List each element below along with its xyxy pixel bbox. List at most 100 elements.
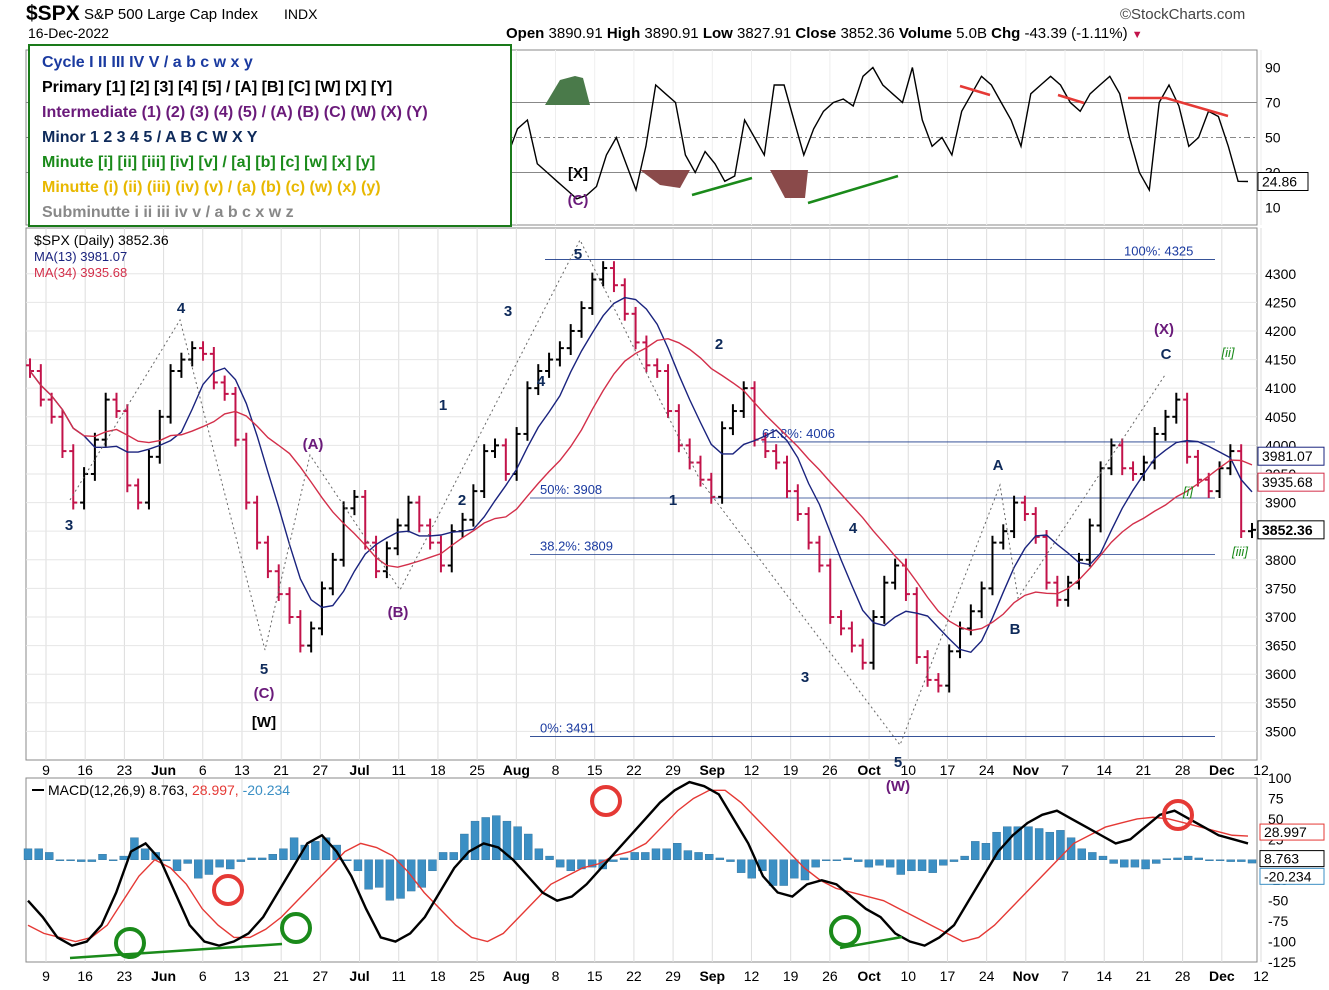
macd-legend-value: MACD(12,26,9) <box>48 782 149 798</box>
low-value: 3827.91 <box>737 25 792 42</box>
wave-label: [iii] <box>1231 544 1248 559</box>
macd-x-tick-label: 27 <box>313 968 329 984</box>
macd-legend-value: -20.234 <box>243 782 291 798</box>
wave-legend-row: Cycle I II III IV V / a b c w x y <box>42 54 253 71</box>
ohlc-bar <box>209 346 218 390</box>
ohlc-bar <box>317 581 326 636</box>
wave-path-line <box>69 238 1166 747</box>
macd-histogram-bar <box>875 859 884 866</box>
rsi-divergence-line <box>1128 96 1229 118</box>
macd-histogram-bar <box>1215 859 1225 861</box>
ohlc-bar <box>47 392 56 424</box>
macd-histogram-bar <box>1013 826 1023 860</box>
macd-divergence-line <box>69 942 283 960</box>
price-x-tick-label: 9 <box>42 762 50 778</box>
price-panel <box>25 227 1258 761</box>
ohlc-bar <box>642 335 651 373</box>
macd-histogram-bar <box>417 859 427 888</box>
macd-x-tick-label: 25 <box>469 968 485 984</box>
macd-histogram-bar <box>524 833 533 860</box>
ohlc-bar <box>523 381 532 441</box>
ohlc-bar <box>1074 552 1083 590</box>
ohlc-bar <box>469 484 478 527</box>
macd-histogram-bar <box>247 857 256 860</box>
macd-histogram-bar <box>1120 859 1129 868</box>
macd-last-value: 8.763 <box>1264 851 1299 867</box>
price-y-tick-label: 3600 <box>1265 666 1296 682</box>
price-y-tick-label: 4250 <box>1265 294 1296 310</box>
ohlc-bar <box>718 421 727 504</box>
macd-histogram-bar <box>555 859 565 868</box>
macd-histogram-bar <box>609 859 618 862</box>
price-y-tick-label: 3500 <box>1265 723 1296 739</box>
brand-logo[interactable]: ©StockCharts.com <box>1120 6 1246 23</box>
ohlc-bar <box>350 489 359 516</box>
macd-histogram-bar <box>1205 859 1214 861</box>
ohlc-bar <box>653 358 662 378</box>
ma13-line <box>29 296 1253 654</box>
macd-histogram-bar <box>1045 831 1054 860</box>
macd-histogram-bar <box>428 859 437 872</box>
ohlc-bar <box>426 518 435 550</box>
ohlc-bar <box>761 432 770 458</box>
macd-crossover-marker <box>114 927 146 959</box>
ohlc-bar <box>1237 444 1246 539</box>
ohlc-bar <box>58 409 67 458</box>
price-y-tick-label: 4200 <box>1265 323 1296 339</box>
ohlc-bar <box>696 455 705 487</box>
macd-histogram-bar <box>971 841 980 860</box>
macd-histogram-bar <box>981 843 991 860</box>
price-x-tick-label: 10 <box>900 762 916 778</box>
wave-label: 2 <box>715 336 723 353</box>
macd-histogram-bar <box>1109 859 1118 864</box>
macd-legend: MACD(12,26,9) 8.763, 28.997, -20.234 <box>48 782 290 798</box>
rsi-oversold-fill <box>640 170 690 188</box>
price-last-value: 3935.68 <box>1262 474 1313 490</box>
ohlc-bar <box>609 261 618 293</box>
wave-label: (X) <box>1154 321 1174 338</box>
high-label: High <box>606 25 641 42</box>
macd-histogram-bar <box>587 859 597 868</box>
macd-histogram-bar <box>704 854 714 860</box>
open-value: 3890.91 <box>548 25 603 42</box>
macd-histogram-bar <box>77 859 86 862</box>
price-y-tick-label: 4300 <box>1265 266 1296 282</box>
chart-date: 16-Dec-2022 <box>28 25 109 41</box>
wave-legend-row: Intermediate (1) (2) (3) (4) (5) / (A) (… <box>42 104 428 121</box>
macd-crossover-marker <box>829 915 861 947</box>
ohlc-bar <box>772 444 781 470</box>
ohlc-bar <box>588 272 597 315</box>
macd-crossover-marker <box>212 874 244 906</box>
macd-histogram-bar <box>673 843 682 860</box>
wave-degree-legend: Cycle I II III IV V / a b c w x y Primary… <box>28 44 512 227</box>
price-last-value-box <box>1257 446 1325 466</box>
macd-histogram-bar <box>108 859 118 861</box>
wave-label: [X] <box>568 165 588 182</box>
macd-histogram-bar <box>215 859 224 868</box>
wave-label: (C) <box>254 685 275 702</box>
ohlc-bar <box>1031 507 1040 544</box>
price-last-value: 3852.36 <box>1262 522 1313 538</box>
ohlc-bar <box>112 392 121 418</box>
ohlc-bar <box>263 535 272 579</box>
macd-histogram-bar <box>23 848 33 860</box>
macd-crossover-marker <box>590 785 622 817</box>
wave-label: 2 <box>458 492 466 509</box>
price-x-tick-label: 15 <box>587 762 603 778</box>
ohlc-bar <box>804 507 813 550</box>
price-x-tick-label: 12 <box>1253 762 1269 778</box>
price-last-value-box <box>1257 520 1325 540</box>
wave-label: 5 <box>260 661 268 678</box>
ohlc-bar <box>134 478 143 510</box>
macd-histogram-bar <box>1194 857 1203 860</box>
ohlc-bar <box>274 564 283 601</box>
price-legend-entry: MA(34) 3935.68 <box>34 265 127 280</box>
macd-x-tick-label: 15 <box>587 968 603 984</box>
low-label: Low <box>702 25 733 42</box>
ohlc-bar <box>491 438 500 458</box>
price-x-tick-label: Nov <box>1013 762 1040 778</box>
price-x-tick-label: 21 <box>1136 762 1152 778</box>
ohlc-bar <box>253 495 262 550</box>
price-x-tick-label: 21 <box>273 762 289 778</box>
